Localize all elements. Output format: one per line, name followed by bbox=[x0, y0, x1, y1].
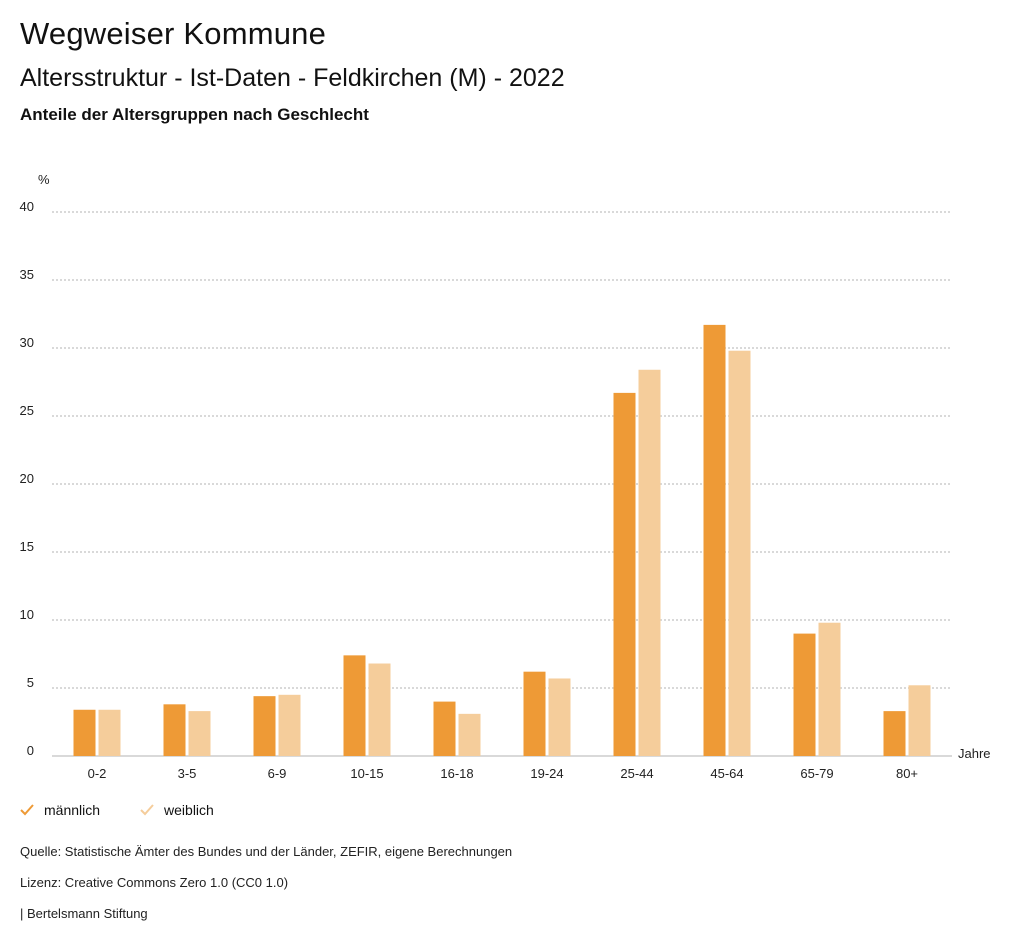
bar-weiblich-10-15[interactable] bbox=[368, 663, 391, 756]
y-tick-label: 15 bbox=[20, 539, 34, 554]
y-tick-label: 5 bbox=[27, 675, 34, 690]
bar-maennlich-6-9[interactable] bbox=[253, 696, 276, 756]
bar-maennlich-45-64[interactable] bbox=[703, 324, 726, 756]
checkmark-icon bbox=[20, 804, 34, 816]
y-tick-label: 0 bbox=[27, 743, 34, 758]
bar-weiblich-16-18[interactable] bbox=[458, 713, 481, 756]
y-tick-label: 35 bbox=[20, 267, 34, 282]
bar-weiblich-65-79[interactable] bbox=[818, 622, 841, 756]
y-tick-label: 30 bbox=[20, 335, 34, 350]
x-axis-ticks: 0-2 3-5 6-9 10-15 16-18 19-24 25-44 45-64 65-79 8… bbox=[88, 766, 918, 781]
source-note: Quelle: Statistische Ämter des Bundes un… bbox=[20, 844, 513, 859]
x-tick-label: 0-2 bbox=[88, 766, 107, 781]
chart-description: Anteile der Altersgruppen nach Geschlech… bbox=[20, 105, 369, 124]
bar-weiblich-3-5[interactable] bbox=[188, 711, 211, 756]
x-tick-label: 10-15 bbox=[350, 766, 383, 781]
checkmark-icon bbox=[140, 804, 154, 816]
bar-maennlich-3-5[interactable] bbox=[163, 704, 186, 756]
publisher-note: | Bertelsmann Stiftung bbox=[20, 906, 148, 921]
bar-chart: % 0-2 3-5 6-9 10-15 16-18 19-24 25-44 45-64 65-7… bbox=[20, 172, 991, 781]
x-tick-label: 65-79 bbox=[800, 766, 833, 781]
gridlines bbox=[52, 211, 952, 757]
y-axis-unit: % bbox=[38, 172, 50, 187]
x-tick-label: 16-18 bbox=[440, 766, 473, 781]
bar-maennlich-65-79[interactable] bbox=[793, 633, 816, 756]
y-tick-label: 20 bbox=[20, 471, 34, 486]
bar-maennlich-80+[interactable] bbox=[883, 711, 906, 756]
y-axis-ticks: 0 5 10 15 20 25 30 35 40 bbox=[20, 199, 34, 758]
x-tick-label: 19-24 bbox=[530, 766, 563, 781]
x-tick-label: 25-44 bbox=[620, 766, 653, 781]
bar-weiblich-45-64[interactable] bbox=[728, 350, 751, 756]
y-tick-label: 10 bbox=[20, 607, 34, 622]
bar-maennlich-19-24[interactable] bbox=[523, 671, 546, 756]
bar-weiblich-0-2[interactable] bbox=[98, 709, 121, 756]
x-tick-label: 80+ bbox=[896, 766, 918, 781]
bar-maennlich-0-2[interactable] bbox=[73, 709, 96, 756]
license-note: Lizenz: Creative Commons Zero 1.0 (CC0 1… bbox=[20, 875, 289, 890]
bar-weiblich-80+[interactable] bbox=[908, 685, 931, 756]
chart-subtitle: Altersstruktur - Ist-Daten - Feldkirchen… bbox=[20, 64, 565, 92]
bar-weiblich-6-9[interactable] bbox=[278, 694, 301, 756]
bar-maennlich-10-15[interactable] bbox=[343, 655, 366, 756]
bar-maennlich-25-44[interactable] bbox=[613, 392, 636, 756]
legend-item-weiblich[interactable]: weiblich bbox=[140, 802, 214, 818]
legend-item-maennlich[interactable]: männlich bbox=[20, 802, 100, 818]
y-tick-label: 25 bbox=[20, 403, 34, 418]
bar-maennlich-16-18[interactable] bbox=[433, 701, 456, 756]
legend-label-weiblich: weiblich bbox=[164, 802, 214, 818]
x-tick-label: 6-9 bbox=[268, 766, 287, 781]
chart-title: Wegweiser Kommune bbox=[20, 16, 327, 51]
legend-label-maennlich: männlich bbox=[44, 802, 101, 818]
x-tick-label: 45-64 bbox=[710, 766, 743, 781]
x-tick-label: 3-5 bbox=[178, 766, 197, 781]
y-tick-label: 40 bbox=[20, 199, 34, 214]
legend: männlich weiblich bbox=[20, 802, 214, 818]
bar-weiblich-19-24[interactable] bbox=[548, 678, 571, 756]
bars bbox=[73, 324, 931, 756]
x-axis-unit: Jahre bbox=[958, 746, 991, 761]
bar-weiblich-25-44[interactable] bbox=[638, 369, 661, 756]
